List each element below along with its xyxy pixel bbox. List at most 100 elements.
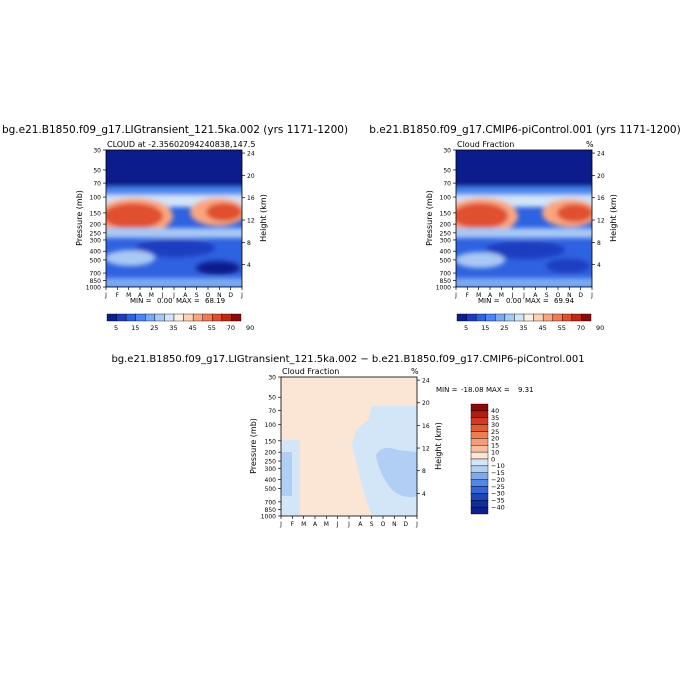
pressure-tick-label: 200 (90, 222, 102, 229)
height-tick-label: 20 (422, 400, 430, 407)
panel-3-ylabel-left: Pressure (mb) (249, 418, 258, 474)
pressure-tick-label: 400 (265, 477, 277, 484)
pressure-tick-label: 200 (265, 450, 277, 457)
colorbar-swatch (470, 479, 489, 487)
colorbar-swatch (125, 313, 136, 322)
colorbar-label: 5 (464, 324, 468, 332)
pressure-tick-label: 1000 (261, 514, 276, 521)
colorbar-swatch (470, 424, 489, 432)
colorbar-swatch (154, 313, 165, 322)
pressure-tick-label: 100 (90, 195, 102, 202)
panel-difference: bg.e21.B1850.f09_g17.LIGtransient_121.5k… (111, 354, 584, 528)
height-tick-label: 4 (422, 491, 426, 498)
pressure-tick-label: 30 (268, 375, 276, 382)
month-tick-label: F (466, 292, 470, 299)
height-tick-label: 24 (247, 151, 255, 158)
panel-2-ylabel-left: Pressure (mb) (425, 190, 434, 246)
height-tick-label: 20 (597, 173, 605, 180)
colorbar-label: 90 (596, 324, 604, 332)
panel-2-field (456, 150, 592, 287)
colorbar-label: −25 (491, 483, 505, 491)
panel-2-ylabel-right: Height (km) (609, 194, 618, 242)
panel-3-colorbar (470, 403, 489, 515)
pressure-tick-label: 30 (93, 148, 101, 155)
colorbar-swatch (212, 313, 223, 322)
height-tick-label: 12 (597, 218, 605, 225)
month-tick-label: A (138, 292, 143, 299)
colorbar-swatch (470, 472, 489, 480)
panel-lig-cloud: bg.e21.B1850.f09_g17.LIGtransient_121.5k… (2, 124, 348, 332)
colorbar-swatch (173, 313, 184, 322)
panel-2-subtitle: Cloud Fraction (457, 140, 514, 149)
pressure-tick-label: 50 (268, 395, 276, 402)
pressure-tick-label: 100 (440, 195, 452, 202)
month-tick-label: S (545, 292, 549, 299)
panel-2-title: b.e21.B1850.f09_g17.CMIP6-piControl.001 … (369, 124, 680, 136)
panel-2-min-value: 0.00 (506, 297, 522, 305)
colorbar-swatch (470, 486, 489, 494)
panel-3-subtitle: Cloud Fraction (282, 367, 339, 376)
pressure-tick-label: 150 (265, 438, 277, 445)
colorbar-label: 25 (150, 324, 158, 332)
colorbar-label: 20 (491, 435, 499, 443)
month-tick-label: S (195, 292, 199, 299)
month-tick-label: J (104, 292, 107, 299)
colorbar-label: 15 (491, 442, 499, 450)
colorbar-label: 0 (491, 455, 495, 463)
month-tick-label: S (370, 521, 374, 528)
pressure-tick-label: 850 (440, 278, 452, 285)
colorbar-label: 55 (558, 324, 566, 332)
pressure-tick-label: 500 (90, 257, 102, 264)
pressure-tick-label: 500 (440, 257, 452, 264)
colorbar-swatch (466, 313, 477, 322)
height-tick-label: 8 (597, 240, 601, 247)
panel-3-min-label: MIN = (436, 386, 458, 394)
month-tick-label: J (415, 521, 418, 528)
height-tick-label: 20 (247, 173, 255, 180)
colorbar-swatch (470, 431, 489, 439)
colorbar-label: 55 (208, 324, 216, 332)
panel-1-ylabel-left: Pressure (mb) (75, 190, 84, 246)
pressure-tick-label: 250 (90, 230, 102, 237)
month-tick-label: N (392, 521, 397, 528)
pressure-tick-label: 50 (93, 167, 101, 174)
colorbar-swatch (470, 410, 489, 418)
month-tick-label: A (358, 521, 363, 528)
colorbar-swatch (562, 313, 573, 322)
pressure-tick-label: 250 (440, 230, 452, 237)
pressure-tick-label: 150 (440, 210, 452, 217)
month-tick-label: M (476, 292, 481, 299)
panel-3-max-label: MAX = (486, 386, 510, 394)
height-tick-label: 16 (422, 423, 430, 430)
colorbar-swatch (533, 313, 544, 322)
month-tick-label: N (567, 292, 572, 299)
panel-3-height-ticks: 24 20 16 12 8 4 (417, 378, 430, 498)
colorbar-label: 40 (491, 407, 499, 415)
height-tick-label: 16 (597, 195, 605, 202)
colorbar-swatch (106, 313, 117, 322)
colorbar-swatch (470, 500, 489, 508)
colorbar-swatch (470, 506, 489, 515)
panel-1-max-label: MAX = (176, 297, 200, 305)
colorbar-label: 15 (481, 324, 489, 332)
height-tick-label: 4 (597, 262, 601, 269)
colorbar-swatch (552, 313, 563, 322)
month-tick-label: M (149, 292, 154, 299)
month-tick-label: J (161, 292, 164, 299)
pressure-tick-label: 1000 (86, 285, 101, 292)
month-tick-label: M (324, 521, 329, 528)
panel-2-colorbar (456, 313, 592, 322)
month-tick-label: J (336, 521, 339, 528)
pressure-tick-label: 300 (265, 466, 277, 473)
colorbar-swatch (116, 313, 127, 322)
pressure-tick-label: 50 (443, 167, 451, 174)
pressure-tick-label: 850 (265, 507, 277, 514)
pressure-tick-label: 200 (440, 222, 452, 229)
month-tick-label: J (454, 292, 457, 299)
month-tick-label: O (556, 292, 561, 299)
panel-2-min-label: MIN = (478, 297, 500, 305)
colorbar-swatch (523, 313, 534, 322)
